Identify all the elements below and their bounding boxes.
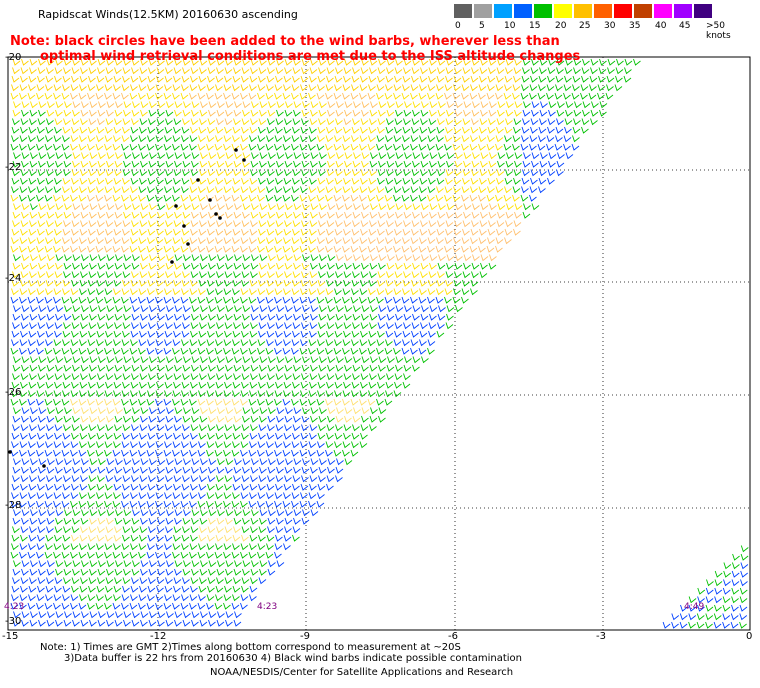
pass-time-left: 4:23 xyxy=(4,602,25,612)
wind-barb-group xyxy=(10,92,523,296)
wind-barb-group xyxy=(333,211,522,262)
legend-swatch-0 xyxy=(454,4,472,18)
legend-label-15: 15 xyxy=(529,21,541,31)
wind-barb-group xyxy=(11,58,522,92)
lon-label-3: -3 xyxy=(596,631,606,642)
lat-label-20: -20 xyxy=(5,52,22,63)
legend-label-35: 35 xyxy=(629,21,641,31)
lat-label-30: -30 xyxy=(5,616,22,627)
legend-swatch-10 xyxy=(654,4,672,18)
legend-swatch-11 xyxy=(674,4,692,18)
legend-swatch-4 xyxy=(534,4,552,18)
contamination-dot xyxy=(214,212,218,216)
contamination-dot xyxy=(208,198,212,202)
contamination-dot xyxy=(182,224,186,228)
wind-barb-group xyxy=(70,398,376,542)
contamination-dot xyxy=(234,148,238,152)
legend-swatch-12 xyxy=(694,4,712,18)
wind-barb-group xyxy=(10,101,749,629)
wind-barb-group xyxy=(10,58,749,629)
contamination-dot xyxy=(186,242,190,246)
lat-label-22: -22 xyxy=(5,162,22,173)
footer-credit: NOAA/NESDIS/Center for Satellite Applica… xyxy=(210,667,514,678)
lon-label-9: -9 xyxy=(300,631,310,642)
lon-label-12: -12 xyxy=(150,631,167,642)
contamination-dot xyxy=(42,464,46,468)
legend-label-50: >50 knots xyxy=(706,21,731,41)
map-frame xyxy=(7,56,751,631)
legend-label-30: 30 xyxy=(604,21,616,31)
altitude-note-line1: Note: black circles have been added to t… xyxy=(10,34,560,49)
legend-label-25: 25 xyxy=(579,21,591,31)
contamination-dot xyxy=(218,216,222,220)
contamination-markers xyxy=(8,148,246,468)
lat-label-24: -24 xyxy=(5,273,22,284)
legend-swatch-7 xyxy=(594,4,612,18)
contamination-dot xyxy=(174,204,178,208)
lat-lon-grid xyxy=(8,57,750,630)
footer-note-line1: Note: 1) Times are GMT 2)Times along bot… xyxy=(40,642,461,653)
legend-label-5: 5 xyxy=(479,21,485,31)
contamination-dot xyxy=(196,178,200,182)
altitude-note-line2: optimal wind retrieval conditions are me… xyxy=(40,49,581,64)
pass-time-right: 4:49 xyxy=(684,602,705,612)
legend-label-40: 40 xyxy=(655,21,667,31)
wind-barbs xyxy=(10,58,749,629)
lat-label-26: -26 xyxy=(5,387,22,398)
footer-note-line2: 3)Data buffer is 22 hrs from 20160630 4)… xyxy=(64,653,522,664)
legend-swatch-1 xyxy=(474,4,492,18)
legend-label-10: 10 xyxy=(504,21,516,31)
lon-label-15: -15 xyxy=(2,631,19,642)
pass-time-center: 4:23 xyxy=(257,602,278,612)
legend-swatch-8 xyxy=(614,4,632,18)
wind-barb-group xyxy=(61,92,503,253)
legend-label-0: 0 xyxy=(455,21,461,31)
legend-swatch-6 xyxy=(574,4,592,18)
legend-swatch-2 xyxy=(494,4,512,18)
legend-swatch-9 xyxy=(634,4,652,18)
legend-label-45: 45 xyxy=(679,21,691,31)
map-title: Rapidscat Winds(12.5KM) 20160630 ascendi… xyxy=(38,8,298,21)
contamination-dot xyxy=(170,260,174,264)
legend-swatch-3 xyxy=(514,4,532,18)
legend-swatch-5 xyxy=(554,4,572,18)
lon-label-0: 0 xyxy=(746,631,753,642)
lat-label-28: -28 xyxy=(5,500,22,511)
contamination-dot xyxy=(8,450,12,454)
lon-label-6: -6 xyxy=(448,631,458,642)
contamination-dot xyxy=(242,158,246,162)
legend-label-20: 20 xyxy=(555,21,567,31)
